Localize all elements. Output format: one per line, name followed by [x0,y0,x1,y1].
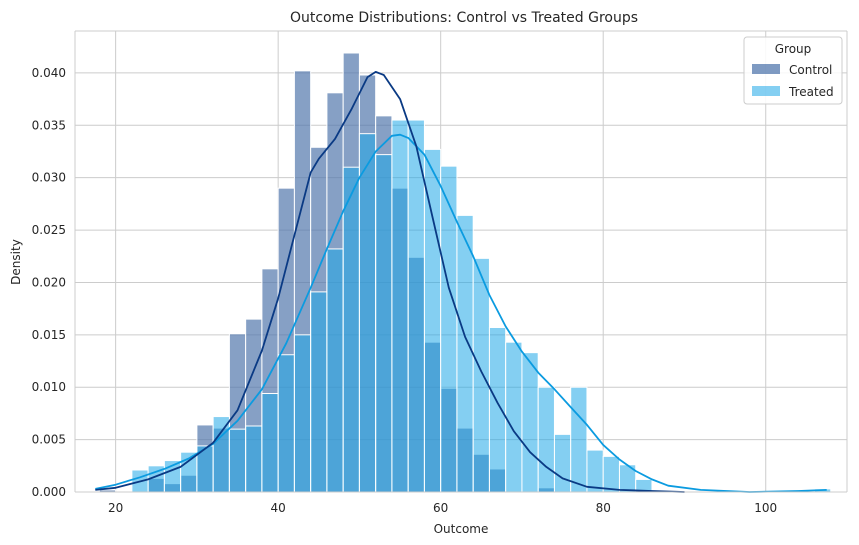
histogram-bar-treated [537,386,555,493]
legend-swatch-control [752,64,780,74]
legend-label-treated: Treated [788,85,834,99]
y-tick-label: 0.000 [32,485,66,499]
legend-swatch-treated [752,86,780,96]
bars-layer [98,52,832,493]
x-tick-label: 80 [596,501,611,515]
axes-layer: 20 40 60 80 100 0.000 0.005 0.010 0.015 0.020 0.02… [32,30,848,515]
legend: Group Control Treated [743,36,843,105]
y-tick-label: 0.030 [32,171,66,185]
kde-layer [95,71,827,493]
histogram-bar-treated [228,428,247,493]
histogram-bar-treated [472,257,490,493]
y-tick-label: 0.005 [32,433,66,447]
y-tick-label: 0.035 [32,118,66,132]
histogram-bar-treated [293,334,312,493]
histogram-bar-treated [245,425,263,493]
histogram-bar-treated [488,327,507,493]
y-tick-label: 0.015 [32,328,66,342]
histogram-bar-treated [423,148,442,493]
histogram-bar-treated [375,154,393,493]
histogram-bar-treated [602,455,620,493]
legend-title: Group [775,42,812,56]
x-tick-label: 100 [754,501,777,515]
histogram-bar-treated [212,416,230,493]
histogram-bar-treated [456,214,474,493]
histogram-bar-treated [391,119,409,493]
histogram-bar-treated [310,291,328,493]
histogram-bar-treated [358,133,377,493]
histogram-bar-treated [326,248,344,493]
histogram-bar-treated [407,119,425,493]
kde-line-control [95,71,685,493]
chart-title: Outcome Distributions: Control vs Treate… [290,10,638,26]
kde-line-treated [95,133,827,493]
histogram-bar-treated [553,433,572,493]
x-tick-label: 20 [108,501,123,515]
histogram-bar-treated [521,352,539,493]
histogram-bar-treated [505,341,523,493]
y-tick-label: 0.025 [32,223,66,237]
y-tick-label: 0.020 [32,275,66,289]
y-tick-label: 0.010 [32,380,66,394]
x-tick-label: 40 [271,501,286,515]
legend-label-control: Control [789,63,832,77]
histogram-bar-treated [261,393,279,493]
histogram-bar-treated [570,386,588,493]
y-axis-title: Density [9,239,23,285]
histogram-bar-treated [342,166,360,493]
y-tick-label: 0.040 [32,66,66,80]
histogram-bar-treated [277,354,295,493]
x-axis-title: Outcome [434,522,489,536]
histogram-bar-treated [586,449,604,493]
x-tick-label: 60 [433,501,448,515]
